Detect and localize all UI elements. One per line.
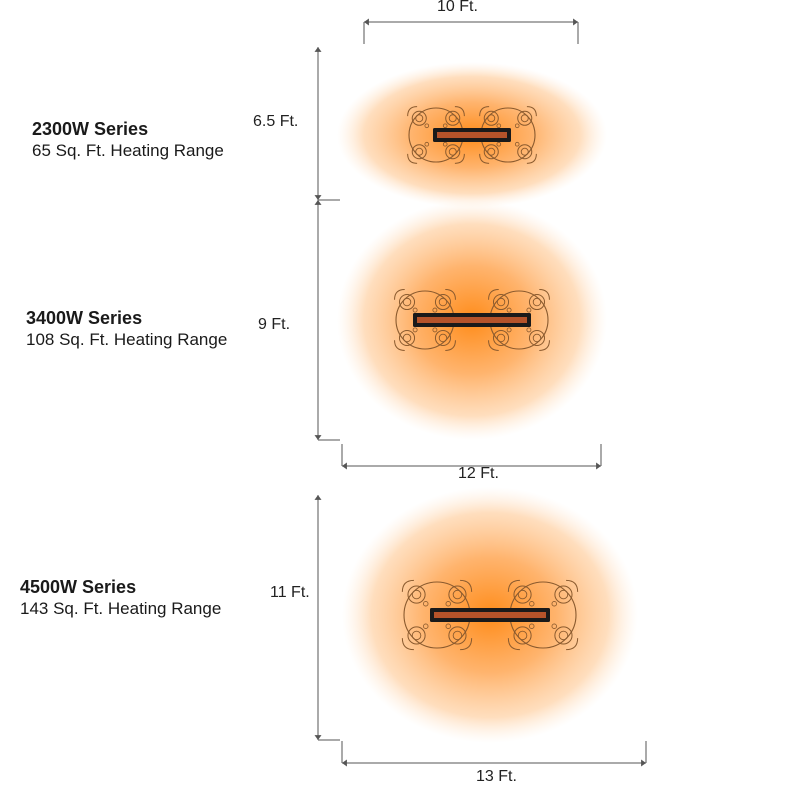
series-2-name: 3400W Series: [26, 308, 143, 328]
heater-element-3: [434, 612, 546, 618]
chair-2-right-2: [492, 329, 510, 347]
series-1-name: 2300W Series: [32, 119, 149, 139]
chair-1-right-1: [517, 110, 533, 126]
chair-1-right-2: [483, 144, 499, 160]
chair-1-right-3: [517, 144, 533, 160]
chair-1-left-0: [411, 110, 427, 126]
chair-2-left-3: [434, 329, 452, 347]
chair-2-right-0: [492, 293, 510, 311]
chair-2-right-1: [528, 293, 546, 311]
chair-2-left-0: [398, 293, 416, 311]
heater-element-2: [417, 317, 527, 323]
series-1-label: 2300W Series 65 Sq. Ft. Heating Range: [32, 118, 224, 162]
chair-3-right-0: [513, 585, 532, 604]
chair-1-left-1: [445, 110, 461, 126]
width-dimension-3: [341, 741, 647, 767]
width-dimension-2: [341, 444, 602, 470]
chair-1-left-3: [445, 144, 461, 160]
series-3-label: 4500W Series 143 Sq. Ft. Heating Range: [20, 576, 221, 620]
chair-3-right-2: [513, 626, 532, 645]
height-dimension-2: [314, 200, 340, 441]
chair-3-right-3: [554, 626, 573, 645]
heating-zone-3: [314, 487, 647, 767]
series-1-height-label: 6.5 Ft.: [253, 113, 299, 130]
chair-3-left-2: [407, 626, 426, 645]
heater-element-1: [437, 132, 507, 138]
series-2-range: 108 Sq. Ft. Heating Range: [26, 330, 228, 349]
series-2-height-label: 9 Ft.: [258, 316, 291, 333]
chair-3-right-1: [554, 585, 573, 604]
chair-2-left-1: [434, 293, 452, 311]
series-3-height-label: 11 Ft.: [270, 584, 310, 601]
series-3-width-label: 13 Ft.: [476, 768, 517, 785]
series-1-range: 65 Sq. Ft. Heating Range: [32, 141, 224, 160]
chair-3-left-3: [448, 626, 467, 645]
series-3-range: 143 Sq. Ft. Heating Range: [20, 599, 222, 618]
series-3-name: 4500W Series: [20, 577, 137, 597]
chair-1-left-2: [411, 144, 427, 160]
chair-1-right-0: [483, 110, 499, 126]
heating-zone-2: [314, 200, 607, 470]
chair-3-left-0: [407, 585, 426, 604]
series-2-label: 3400W Series 108 Sq. Ft. Heating Range: [26, 307, 227, 351]
series-1-width-label: 10 Ft.: [437, 0, 478, 15]
width-dimension-1: [363, 18, 579, 44]
series-2-width-label: 12 Ft.: [458, 465, 499, 482]
heating-zone-1: [314, 18, 607, 208]
height-dimension-3: [314, 495, 340, 741]
height-dimension-1: [314, 47, 340, 201]
chair-2-right-3: [528, 329, 546, 347]
chair-2-left-2: [398, 329, 416, 347]
chair-3-left-1: [448, 585, 467, 604]
